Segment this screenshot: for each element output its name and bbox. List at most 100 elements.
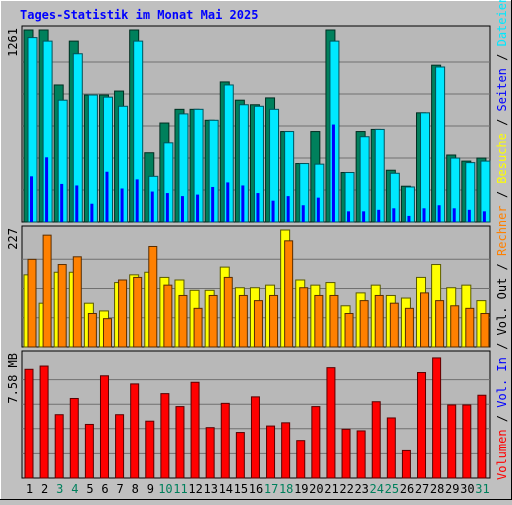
- bar-requests-seiten-day-29: [452, 208, 456, 222]
- x-tick-label-day-3: 3: [56, 482, 63, 496]
- right-legend-rechner: Rechner: [495, 205, 509, 256]
- bar-visits-rechner-day-19: [299, 287, 309, 348]
- bar-requests-seiten-day-4: [75, 185, 79, 222]
- bar-visits-rechner-day-9: [148, 245, 158, 348]
- y-max-label-requests: 1261: [6, 28, 20, 57]
- bar-visits-rechner-day-13: [208, 294, 218, 348]
- bar-visits-rechner-day-18: [284, 240, 294, 348]
- bar-requests-seiten-day-23: [362, 211, 366, 222]
- bar-visits-rechner-day-10: [163, 284, 173, 348]
- y-max-label-volume: 7.58 MB: [6, 353, 20, 404]
- x-tick-label-day-6: 6: [101, 482, 108, 496]
- x-tick-label-day-15: 15: [234, 482, 248, 496]
- bar-requests-seiten-day-19: [301, 205, 305, 222]
- right-legend-vol-in: Vol. In: [495, 357, 509, 408]
- bar-requests-dateien-day-5: [87, 94, 98, 223]
- bar-visits-rechner-day-5: [87, 312, 97, 348]
- bar-visits-rechner-day-7: [118, 279, 128, 348]
- bar-volume-volumen-day-3: [54, 414, 64, 479]
- bar-requests-dateien-day-23: [359, 136, 370, 223]
- x-tick-label-day-30: 30: [460, 482, 474, 496]
- bar-requests-seiten-day-26: [407, 215, 411, 222]
- panel-requests: 1261: [6, 25, 491, 223]
- bar-requests-seiten-day-3: [60, 183, 64, 222]
- bar-volume-volumen-day-10: [160, 393, 170, 479]
- x-tick-label-day-31: 31: [475, 482, 489, 496]
- bar-volume-volumen-day-14: [220, 402, 230, 479]
- chart-title: Tages-Statistik im Monat Mai 2025: [20, 8, 258, 22]
- chart-panels: 1261 227 7.58 MB: [6, 25, 491, 479]
- bar-visits-rechner-day-4: [72, 256, 82, 348]
- right-legend-vol-out: Vol. Out: [495, 278, 509, 336]
- bar-volume-volumen-day-19: [296, 440, 306, 479]
- bar-volume-volumen-day-5: [84, 423, 94, 479]
- bar-visits-rechner-day-11: [178, 294, 188, 348]
- bar-volume-volumen-day-28: [432, 357, 442, 479]
- bar-requests-seiten-day-17: [271, 200, 275, 222]
- right-legend-separator: /: [495, 184, 509, 206]
- bar-requests-seiten-day-30: [467, 209, 471, 222]
- x-tick-label-day-12: 12: [188, 482, 202, 496]
- bar-requests-seiten-day-22: [347, 211, 351, 222]
- bar-requests-seiten-day-15: [241, 185, 245, 222]
- bar-volume-volumen-day-9: [145, 420, 155, 479]
- bar-requests-seiten-day-1: [30, 176, 33, 222]
- x-tick-label-day-11: 11: [173, 482, 187, 496]
- bar-volume-volumen-day-30: [462, 404, 472, 479]
- bar-volume-volumen-day-25: [386, 417, 396, 479]
- x-tick-label-day-8: 8: [132, 482, 139, 496]
- x-tick-label-day-22: 22: [339, 482, 353, 496]
- bar-visits-rechner-day-23: [359, 300, 369, 348]
- right-legend-seiten: Seiten: [495, 68, 509, 111]
- x-axis-labels: 1 2 3 4 5 6 7 8 9 10 11 12 13 14 15 16 17 18 19 20 21 22 23 24 2…: [26, 482, 490, 496]
- bar-volume-volumen-day-13: [205, 427, 215, 479]
- bar-requests-dateien-day-27: [420, 112, 431, 223]
- bar-requests-seiten-day-28: [437, 205, 441, 222]
- bar-requests-seiten-day-14: [226, 182, 230, 222]
- bar-requests-seiten-day-6: [105, 171, 109, 222]
- bar-volume-volumen-day-11: [175, 406, 185, 479]
- bar-visits-rechner-day-27: [420, 292, 430, 348]
- bar-volume-volumen-day-31: [477, 394, 487, 479]
- x-tick-label-day-18: 18: [279, 482, 293, 496]
- bar-requests-seiten-day-13: [211, 186, 215, 222]
- bar-volume-volumen-day-24: [371, 401, 381, 479]
- bar-volume-volumen-day-12: [190, 381, 200, 479]
- x-tick-label-day-29: 29: [445, 482, 459, 496]
- bar-visits-rechner-day-29: [450, 305, 460, 348]
- bar-visits-rechner-day-15: [238, 294, 248, 348]
- x-tick-label-day-21: 21: [324, 482, 338, 496]
- bar-volume-volumen-day-21: [326, 367, 336, 479]
- bar-volume-volumen-day-23: [356, 430, 366, 479]
- bar-requests-seiten-day-12: [196, 194, 200, 222]
- y-max-label-visits: 227: [6, 228, 20, 250]
- bar-requests-seiten-day-7: [120, 188, 124, 222]
- bar-requests-seiten-day-11: [180, 196, 184, 222]
- bar-volume-volumen-day-4: [69, 397, 79, 479]
- bar-volume-volumen-day-18: [281, 422, 291, 479]
- bar-requests-seiten-day-27: [422, 208, 426, 222]
- x-tick-label-day-26: 26: [400, 482, 414, 496]
- bar-visits-rechner-day-24: [374, 294, 384, 348]
- x-tick-label-day-28: 28: [430, 482, 444, 496]
- bar-requests-seiten-day-10: [165, 193, 169, 222]
- right-legend-volumen: Volumen: [495, 429, 509, 480]
- x-tick-label-day-14: 14: [219, 482, 233, 496]
- x-tick-label-day-2: 2: [41, 482, 48, 496]
- bar-visits-rechner-day-14: [223, 276, 233, 348]
- bar-visits-rechner-day-1: [27, 258, 37, 348]
- bar-visits-rechner-day-6: [102, 318, 112, 348]
- bar-visits-rechner-day-17: [269, 294, 279, 348]
- bar-volume-volumen-day-29: [447, 404, 457, 479]
- bar-visits-rechner-day-12: [193, 307, 203, 348]
- bar-volume-volumen-day-27: [417, 372, 427, 479]
- bar-visits-rechner-day-20: [314, 294, 324, 348]
- right-legend-besuche: Besuche: [495, 133, 509, 184]
- right-legend-separator: /: [495, 256, 509, 278]
- bar-visits-rechner-day-31: [480, 312, 490, 348]
- x-tick-label-day-10: 10: [158, 482, 172, 496]
- x-tick-label-day-20: 20: [309, 482, 323, 496]
- bar-requests-seiten-day-18: [286, 196, 290, 222]
- bar-volume-volumen-day-8: [130, 383, 140, 479]
